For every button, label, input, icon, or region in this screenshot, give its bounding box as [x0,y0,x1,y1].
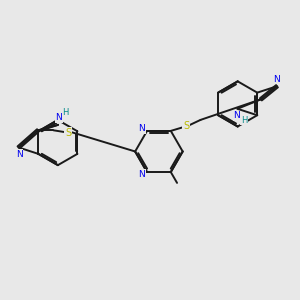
Text: S: S [65,128,71,138]
Text: N: N [138,170,145,179]
Text: S: S [183,122,189,131]
Text: N: N [233,111,240,120]
Text: N: N [138,124,145,133]
Text: H: H [62,109,69,118]
Text: H: H [241,116,247,124]
Text: N: N [16,150,22,159]
Text: N: N [273,75,280,84]
Text: N: N [55,113,62,122]
